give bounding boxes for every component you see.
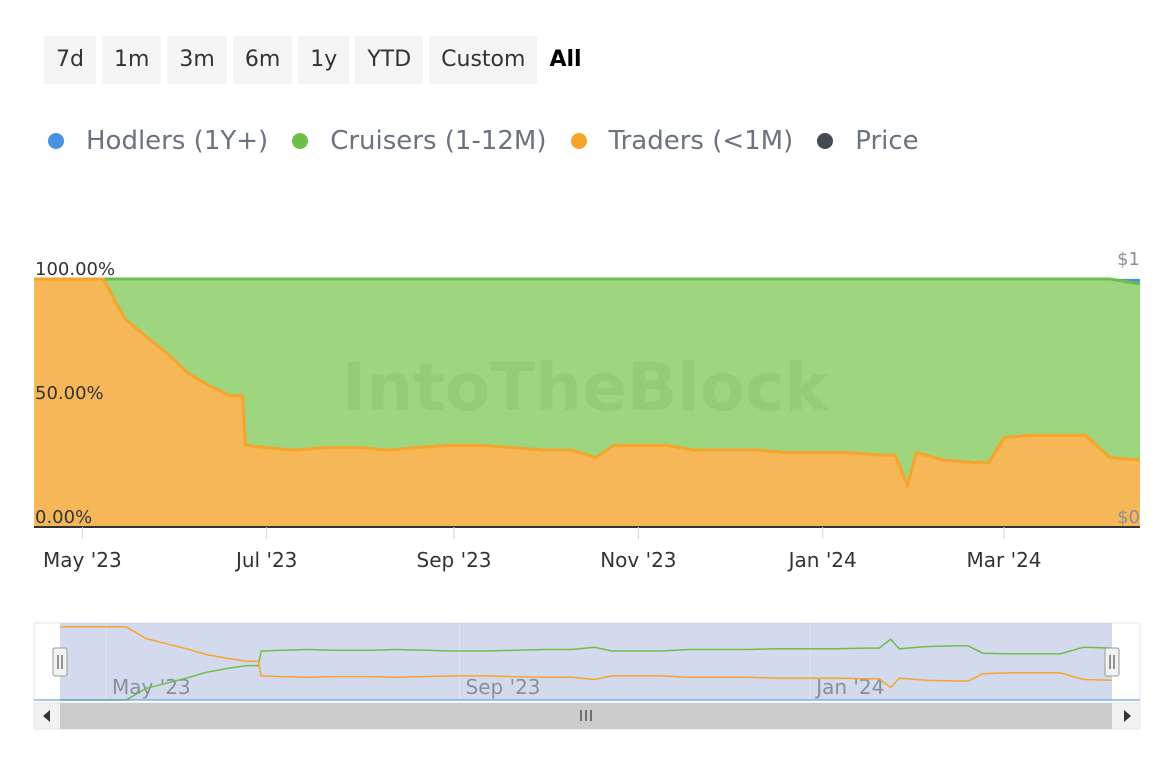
x-tick-label: Sep '23 — [417, 548, 492, 572]
legend-item[interactable]: Price — [817, 126, 919, 156]
navigator-tick-label: Jan '24 — [814, 675, 884, 699]
scrollbar[interactable] — [33, 702, 1141, 730]
y-tick-label: 0.00% — [35, 507, 92, 528]
range-selector: 7d 1m 3m 6m 1y YTD Custom All — [44, 36, 588, 84]
legend-label: Cruisers (1-12M) — [330, 126, 547, 156]
x-tick-label: Nov '23 — [600, 548, 676, 572]
x-axis: May '23 Jul '23 Sep '23 Nov '23 Jan '24 Mar '… — [43, 527, 1042, 572]
range-button-1y[interactable]: 1y — [298, 36, 350, 84]
legend-item[interactable]: Cruisers (1-12M) — [292, 126, 547, 156]
chart-legend: Hodlers (1Y+) Cruisers (1-12M) Traders (<1… — [48, 126, 919, 156]
scroll-left-arrow-icon[interactable] — [43, 710, 50, 722]
scroll-right-arrow-icon[interactable] — [1124, 710, 1131, 722]
legend-label: Price — [855, 126, 919, 156]
scrollbar-track — [33, 702, 1141, 730]
legend-item[interactable]: Hodlers (1Y+) — [48, 126, 268, 156]
range-button-1m[interactable]: 1m — [101, 36, 162, 84]
hodlers-area — [34, 279, 1140, 284]
navigator-cruisers-line — [60, 638, 1113, 701]
range-button-6m[interactable]: 6m — [232, 36, 293, 84]
range-button-7d[interactable]: 7d — [44, 36, 96, 84]
x-tick-label: Jan '24 — [787, 548, 857, 572]
legend-item[interactable]: Traders (<1M) — [570, 126, 794, 156]
navigator-tick-label: Sep '23 — [466, 675, 541, 699]
legend-label: Traders (<1M) — [608, 126, 794, 156]
navigator-traders-line — [60, 626, 1113, 689]
range-button-ytd[interactable]: YTD — [355, 36, 424, 84]
x-tick-label: Jul '23 — [234, 548, 297, 572]
plot-area — [34, 277, 1141, 528]
y-right-tick-label: $1 — [1117, 249, 1140, 270]
legend-marker-icon — [570, 133, 587, 149]
range-button-3m[interactable]: 3m — [167, 36, 227, 84]
navigator[interactable]: May '23 Sep '23 Jan '24 — [33, 622, 1141, 730]
cruisers-area — [34, 279, 1140, 485]
scrollbar-thumb[interactable] — [60, 703, 1112, 729]
y-tick-label: 50.00% — [35, 383, 104, 404]
x-tick-label: May '23 — [43, 548, 122, 572]
range-button-all[interactable]: All — [549, 47, 582, 72]
legend-marker-icon — [292, 133, 309, 149]
y-axis: 0.00% 50.00% 100.00% $0 $1 — [35, 249, 1140, 528]
x-tick-label: Mar '24 — [966, 548, 1041, 572]
legend-marker-icon — [817, 133, 834, 149]
navigator-selection[interactable] — [60, 623, 1112, 700]
range-button-custom[interactable]: Custom — [429, 36, 538, 84]
y-tick-label: 100.00% — [35, 259, 115, 280]
traders-line — [34, 277, 1141, 490]
cruisers-line — [34, 277, 1141, 286]
y-right-tick-label: $0 — [1117, 507, 1140, 528]
navigator-right-handle[interactable] — [1104, 647, 1120, 677]
legend-label: Hodlers (1Y+) — [86, 126, 269, 156]
navigator-left-handle[interactable] — [52, 647, 68, 677]
legend-marker-icon — [48, 133, 64, 149]
navigator-background — [33, 622, 1141, 701]
navigator-tick-label: May '23 — [112, 675, 191, 699]
watermark: IntoTheBlock — [342, 349, 831, 426]
traders-area — [34, 279, 1140, 527]
